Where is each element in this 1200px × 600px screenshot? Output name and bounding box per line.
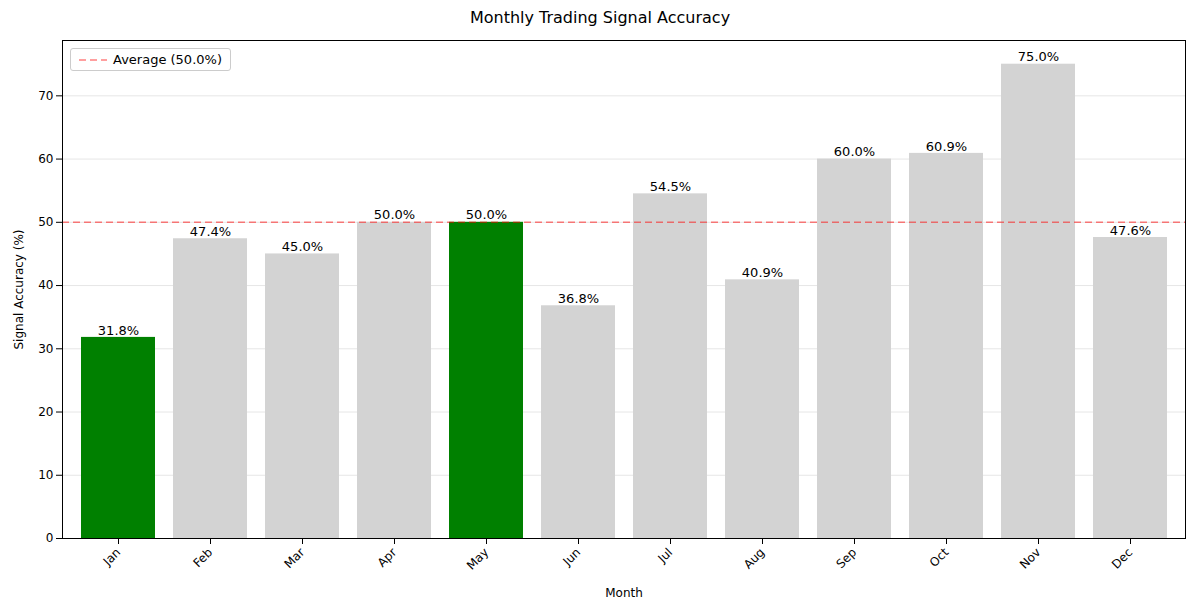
svg-text:60.9%: 60.9% bbox=[926, 139, 967, 154]
svg-text:20: 20 bbox=[38, 405, 53, 419]
svg-text:75.0%: 75.0% bbox=[1018, 49, 1059, 64]
html-text:Average (50.0%): Average (50.0%) bbox=[113, 52, 222, 67]
svg-text:40.9%: 40.9% bbox=[742, 265, 783, 280]
svg-text:Dec: Dec bbox=[1109, 545, 1135, 571]
svg-text:70: 70 bbox=[38, 89, 53, 103]
svg-text:Jul: Jul bbox=[654, 545, 675, 566]
svg-text:Oct: Oct bbox=[927, 545, 952, 570]
svg-text:0: 0 bbox=[46, 531, 54, 545]
svg-text:47.6%: 47.6% bbox=[1110, 223, 1151, 238]
svg-text:50: 50 bbox=[38, 215, 53, 229]
svg-text:60: 60 bbox=[38, 152, 53, 166]
svg-text:Aug: Aug bbox=[741, 545, 767, 571]
svg-text:47.4%: 47.4% bbox=[190, 224, 231, 239]
svg-text:Month: Month bbox=[605, 586, 643, 600]
svg-text:Signal Accuracy (%): Signal Accuracy (%) bbox=[12, 229, 26, 349]
svg-text:Mar: Mar bbox=[281, 545, 307, 571]
svg-text:Nov: Nov bbox=[1017, 545, 1043, 571]
svg-text:50.0%: 50.0% bbox=[374, 207, 415, 222]
svg-text:Jun: Jun bbox=[559, 545, 583, 569]
svg-text:31.8%: 31.8% bbox=[98, 323, 139, 338]
svg-text:36.8%: 36.8% bbox=[558, 291, 599, 306]
svg-text:60.0%: 60.0% bbox=[834, 144, 875, 159]
svg-text:Sep: Sep bbox=[833, 545, 859, 571]
svg-text:54.5%: 54.5% bbox=[650, 179, 691, 194]
svg-text:50.0%: 50.0% bbox=[466, 207, 507, 222]
svg-text:Jan: Jan bbox=[100, 545, 124, 569]
svg-text:Apr: Apr bbox=[375, 545, 400, 570]
svg-text:May: May bbox=[464, 545, 491, 572]
svg-text:45.0%: 45.0% bbox=[282, 239, 323, 254]
svg-text:Feb: Feb bbox=[190, 545, 215, 570]
svg-text:30: 30 bbox=[38, 342, 53, 356]
svg-text:40: 40 bbox=[38, 278, 53, 292]
svg-text:10: 10 bbox=[38, 468, 53, 482]
html-text:Monthly Trading Signal Accurac: Monthly Trading Signal Accuracy bbox=[469, 8, 731, 27]
